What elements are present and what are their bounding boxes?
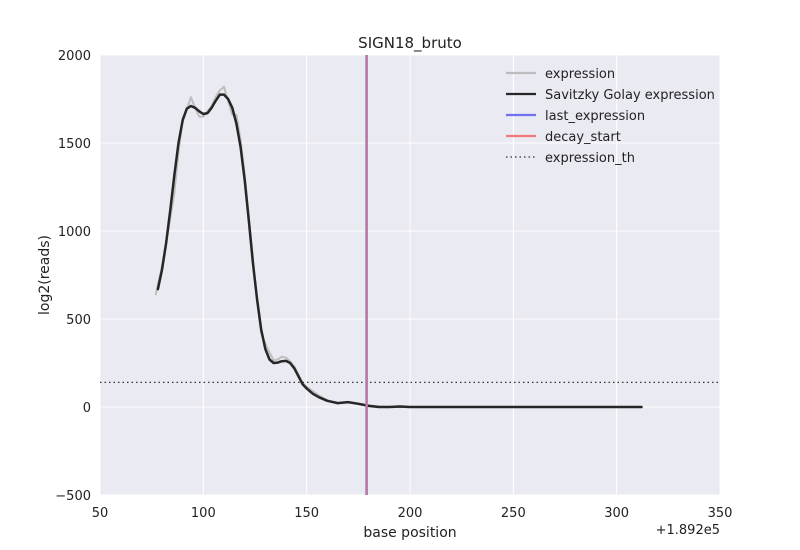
x-tick-label: 250 (501, 506, 526, 521)
x-tick-label: 100 (191, 506, 216, 521)
y-axis-label: log2(reads) (37, 235, 53, 315)
legend-label: decay_start (545, 130, 621, 145)
legend-label: last_expression (545, 109, 645, 124)
x-tick-labels: 50 100 150 200 250 300 350 (92, 506, 733, 521)
x-axis-label: base position (363, 525, 456, 541)
x-tick-label: 300 (604, 506, 629, 521)
chart-title: SIGN18_bruto (358, 34, 462, 53)
x-tick-label: 150 (294, 506, 319, 521)
x-tick-label: 350 (708, 506, 733, 521)
y-tick-label: 500 (66, 313, 91, 328)
legend-label: Savitzky Golay expression (545, 88, 715, 103)
x-tick-label: 200 (398, 506, 423, 521)
x-tick-label: 50 (92, 506, 109, 521)
reference-lines (100, 55, 720, 495)
legend: expression Savitzky Golay expression last_… (506, 67, 715, 166)
x-offset-label: +1.892e5 (656, 523, 720, 538)
y-tick-labels: −500 0 500 1000 1500 2000 (55, 49, 91, 504)
y-tick-label: 1000 (58, 225, 91, 240)
y-tick-label: 1500 (58, 137, 91, 152)
grid (99, 54, 721, 496)
legend-label: expression_th (545, 151, 635, 166)
legend-label: expression (545, 67, 615, 82)
y-tick-label: −500 (55, 489, 91, 504)
y-tick-label: 0 (83, 401, 91, 416)
series-line-1 (156, 93, 643, 409)
y-tick-label: 2000 (58, 49, 91, 64)
series-layer (154, 85, 643, 409)
